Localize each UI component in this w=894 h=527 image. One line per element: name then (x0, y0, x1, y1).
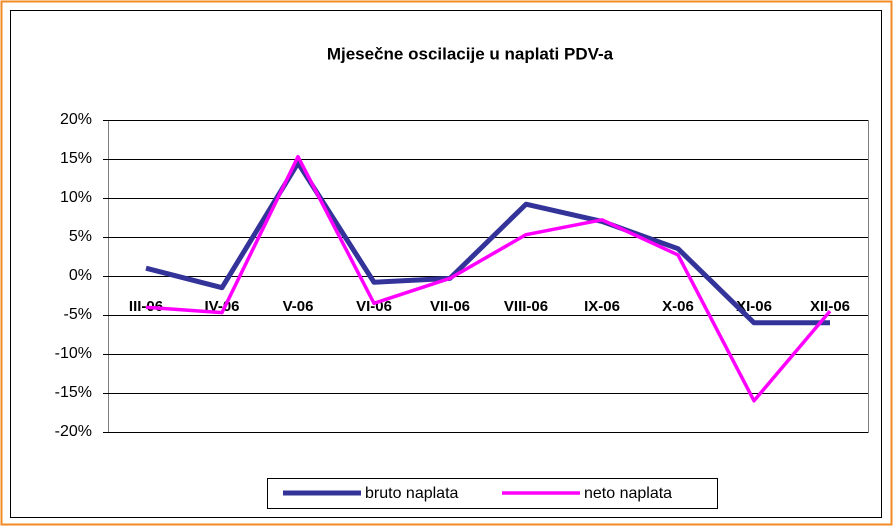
line-series (145, 154, 832, 403)
legend-label: bruto naplata (365, 485, 459, 502)
x-tick-label: IX-06 (584, 298, 620, 315)
chart-area (10, 10, 882, 518)
x-tick-label: III-06 (129, 298, 163, 315)
y-tick-label: 5% (69, 228, 92, 245)
chart-title: Mjesečne oscilacije u naplati PDV-a (327, 44, 614, 63)
y-tick-label: 10% (60, 189, 92, 206)
x-tick-label: VII-06 (430, 298, 470, 315)
y-tick-label: 20% (60, 111, 92, 128)
x-tick-label: V-06 (283, 298, 314, 315)
x-tick-label: VI-06 (356, 298, 392, 315)
line-series (145, 160, 830, 326)
y-tick-label: 0% (69, 267, 92, 284)
x-tick-label: XII-06 (810, 298, 850, 315)
y-tick-label: -5% (64, 306, 92, 323)
x-tick-label: X-06 (662, 298, 694, 315)
y-tick-label: -20% (55, 423, 92, 440)
y-tick-label: -10% (55, 345, 92, 362)
y-tick-label: -15% (55, 384, 92, 401)
y-tick-label: 15% (60, 150, 92, 167)
x-tick-label: VIII-06 (504, 298, 548, 315)
legend-label: neto naplata (584, 485, 672, 502)
